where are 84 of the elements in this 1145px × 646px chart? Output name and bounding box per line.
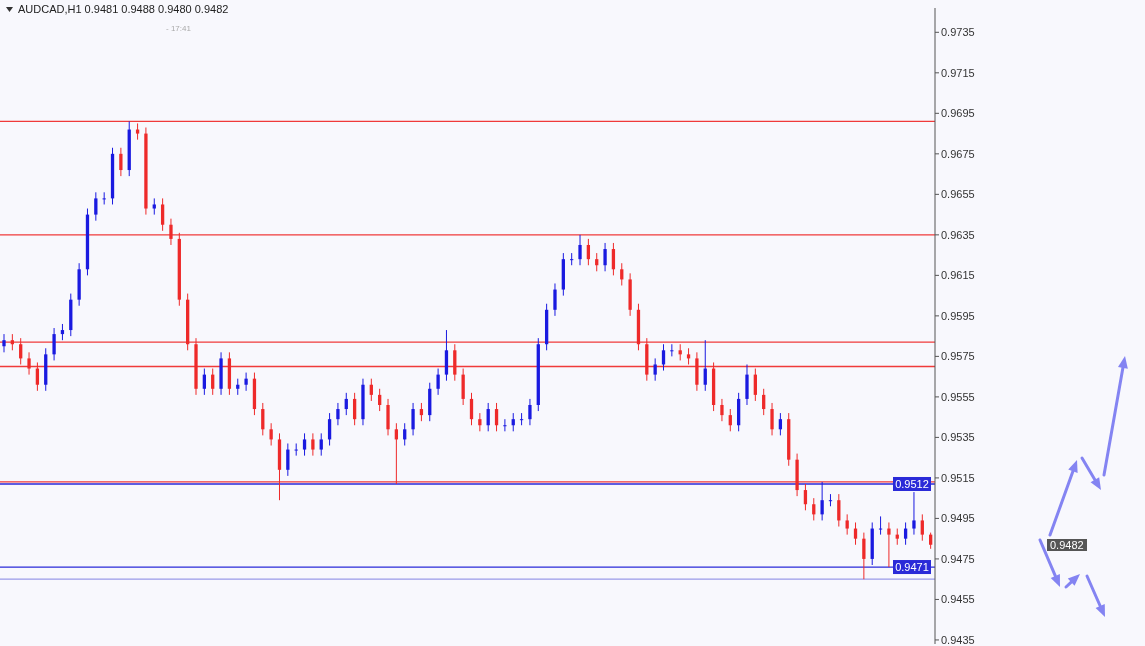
candlestick	[887, 521, 891, 568]
candlestick	[286, 442, 290, 477]
candlestick	[862, 532, 866, 580]
candlestick	[611, 242, 616, 276]
candlestick	[378, 388, 382, 412]
candlestick	[620, 262, 624, 286]
candlestick	[912, 491, 916, 536]
candlestick	[27, 351, 31, 376]
ref-line-label: 0.9471	[895, 561, 929, 574]
ref-line-label: 0.9512	[895, 477, 929, 490]
candlestick	[294, 442, 298, 457]
candlestick	[578, 234, 582, 266]
candlestick	[670, 343, 674, 357]
candlestick	[528, 398, 532, 426]
candlestick	[511, 412, 515, 432]
candlestick	[35, 361, 40, 392]
candlestick	[169, 218, 173, 246]
candlestick	[319, 432, 323, 457]
y-tick-label: 0.9535	[941, 431, 975, 444]
candlestick	[478, 412, 482, 432]
y-tick-label: 0.9595	[941, 309, 975, 322]
chart-title: AUDCAD,H1 0.9481 0.9488 0.9480 0.9482	[18, 3, 229, 15]
candlestick	[269, 422, 273, 446]
y-tick-label: 0.9495	[941, 512, 975, 525]
candlestick	[753, 368, 757, 402]
candlestick	[469, 392, 474, 426]
candlestick	[770, 402, 774, 436]
candlestick	[302, 432, 307, 457]
y-tick-label: 0.9455	[941, 593, 975, 606]
candlestick	[327, 412, 332, 446]
candlestick	[94, 191, 98, 222]
y-tick-label: 0.9615	[941, 269, 975, 282]
candlestick	[778, 412, 783, 436]
candlestick	[837, 493, 841, 528]
candlestick	[828, 493, 833, 507]
y-tick-label: 0.9635	[941, 228, 975, 241]
candlestick	[486, 402, 490, 432]
candlestick	[369, 378, 373, 402]
candlestick	[336, 402, 340, 426]
candlestick	[494, 402, 499, 432]
candlestick	[411, 402, 415, 436]
candlestick	[119, 147, 123, 177]
candlestick	[261, 402, 265, 436]
candlestick	[820, 481, 824, 521]
candlestick	[519, 412, 524, 426]
y-tick-label: 0.9675	[941, 147, 975, 160]
candlestick	[728, 408, 732, 432]
candlestick	[52, 327, 56, 361]
candlestick	[653, 357, 657, 382]
y-tick-label: 0.9555	[941, 390, 975, 403]
candlestick	[903, 521, 908, 546]
candlestick	[503, 418, 507, 432]
y-tick-label: 0.9575	[941, 350, 975, 363]
y-tick-label: 0.9695	[941, 107, 975, 120]
y-tick-label: 0.9655	[941, 188, 975, 201]
candlestick	[352, 392, 357, 426]
candlestick	[812, 497, 816, 521]
candlestick	[853, 521, 858, 546]
candlestick	[102, 191, 106, 205]
candlestick	[244, 372, 248, 392]
candlestick	[311, 432, 315, 457]
candlestick	[2, 333, 6, 353]
candlestick	[878, 515, 883, 536]
candlestick	[160, 197, 165, 232]
candlestick	[570, 252, 574, 266]
y-tick-label: 0.9715	[941, 66, 975, 79]
candlestick	[394, 422, 399, 485]
y-tick-label: 0.9475	[941, 552, 975, 565]
y-tick-label: 0.9515	[941, 471, 975, 484]
candlestick	[845, 513, 849, 536]
candlestick	[419, 402, 424, 422]
candlestick	[720, 398, 724, 422]
candlestick	[920, 513, 924, 542]
candlestick	[344, 392, 348, 416]
y-tick-label: 0.9435	[941, 633, 975, 646]
annotation: - 17:41	[166, 24, 191, 33]
y-tick-label: 0.9735	[941, 26, 975, 39]
candlestick	[436, 368, 440, 396]
text: 0.9482	[1047, 539, 1087, 551]
candlestick	[553, 282, 557, 317]
candlestick	[603, 242, 607, 272]
candlestick	[595, 252, 599, 272]
candlestick	[703, 339, 707, 392]
candlestick	[403, 422, 407, 446]
